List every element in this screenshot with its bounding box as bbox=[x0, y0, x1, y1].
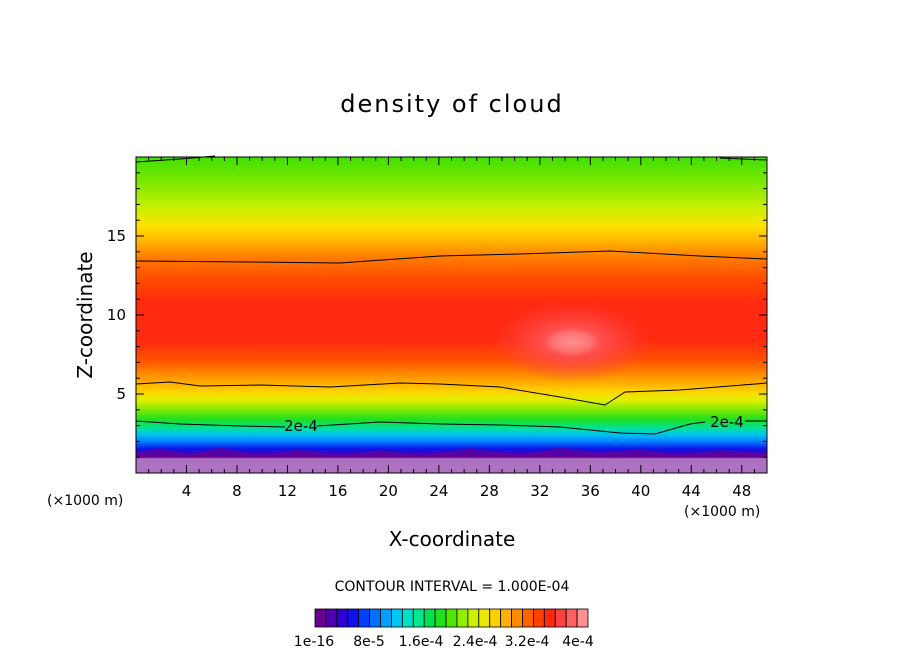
y-tick-label: 15 bbox=[107, 227, 126, 245]
x-tick-label: 8 bbox=[232, 482, 242, 500]
x-unit-label: (×1000 m) bbox=[684, 504, 760, 520]
density-field bbox=[136, 157, 767, 473]
x-tick-label: 4 bbox=[182, 482, 192, 500]
colorbar-swatch bbox=[511, 608, 523, 628]
contour-labels: 2e-4 2e-4 bbox=[284, 413, 744, 435]
contour-line-2e-4 bbox=[135, 420, 767, 435]
x-tick-label: 12 bbox=[278, 482, 297, 500]
colorbar-label: 1e-16 bbox=[294, 634, 334, 650]
colorbar-label: 4e-4 bbox=[562, 634, 594, 650]
colorbar-swatch bbox=[445, 608, 458, 628]
colorbar-swatch bbox=[533, 608, 545, 628]
colorbar-swatch bbox=[565, 608, 578, 628]
colorbar-label: 3.2e-4 bbox=[505, 634, 550, 650]
colorbar-swatch bbox=[412, 608, 425, 628]
z-unit-label: (×1000 m) bbox=[47, 493, 123, 509]
x-tick-label: 48 bbox=[732, 482, 751, 500]
colorbar-swatch bbox=[336, 608, 349, 628]
x-tick-label: 40 bbox=[631, 482, 650, 500]
x-tick-label: 16 bbox=[328, 482, 347, 500]
contour-field bbox=[136, 157, 767, 473]
x-axis-label: X-coordinate bbox=[389, 527, 516, 551]
colorbar-swatch bbox=[325, 608, 338, 628]
colorbar-swatch bbox=[314, 608, 327, 628]
max-density-core bbox=[492, 302, 652, 382]
colorbar-swatch bbox=[489, 608, 502, 628]
colorbar-swatch bbox=[369, 608, 381, 628]
colorbar bbox=[314, 608, 589, 628]
colorbar-swatch bbox=[380, 608, 392, 628]
contour-lines bbox=[135, 155, 768, 435]
y-tick-label: 10 bbox=[107, 306, 126, 324]
y-axis-label: Z-coordinate bbox=[73, 251, 97, 378]
colorbar-label: 1.6e-4 bbox=[399, 634, 444, 650]
colorbar-label: 8e-5 bbox=[353, 634, 384, 650]
y-axis-ticks: 5 10 15 bbox=[107, 172, 767, 458]
colorbar-label: 2.4e-4 bbox=[453, 634, 498, 650]
colorbar-swatch bbox=[522, 608, 534, 628]
colorbar-swatch bbox=[467, 608, 480, 628]
contour-label-right: 2e-4 bbox=[710, 413, 744, 431]
colorbar-swatch bbox=[391, 608, 403, 628]
colorbar-swatch bbox=[478, 608, 491, 628]
colorbar-swatch bbox=[543, 608, 556, 628]
chart-title: density of cloud bbox=[340, 90, 563, 118]
colorbar-swatch bbox=[401, 608, 414, 628]
colorbar-swatch bbox=[500, 608, 512, 628]
x-tick-label: 24 bbox=[429, 482, 448, 500]
contour-label-left: 2e-4 bbox=[284, 417, 318, 435]
x-tick-label: 20 bbox=[379, 482, 398, 500]
contour-interval-label: CONTOUR INTERVAL = 1.000E-04 bbox=[335, 579, 570, 595]
colorbar-swatch bbox=[347, 608, 360, 628]
colorbar-labels: 1e-16 8e-5 1.6e-4 2.4e-4 3.2e-4 4e-4 bbox=[294, 634, 594, 650]
x-tick-label: 28 bbox=[480, 482, 499, 500]
x-tick-label: 44 bbox=[682, 482, 701, 500]
x-axis-ticks: 4 8 12 16 20 24 28 32 36 40 44 48 bbox=[148, 157, 755, 500]
colorbar-swatch bbox=[456, 608, 469, 628]
contour-line-mid bbox=[135, 381, 768, 406]
low-density-noise bbox=[136, 447, 767, 473]
x-tick-label: 32 bbox=[530, 482, 549, 500]
contour-line-upper bbox=[135, 250, 768, 264]
colorbar-swatch bbox=[358, 608, 370, 628]
colorbar-swatch bbox=[576, 608, 589, 628]
colorbar-swatch bbox=[434, 608, 447, 628]
y-tick-label: 5 bbox=[116, 385, 126, 403]
colorbar-swatch bbox=[423, 608, 436, 628]
colorbar-swatch bbox=[554, 608, 567, 628]
x-tick-label: 36 bbox=[581, 482, 600, 500]
